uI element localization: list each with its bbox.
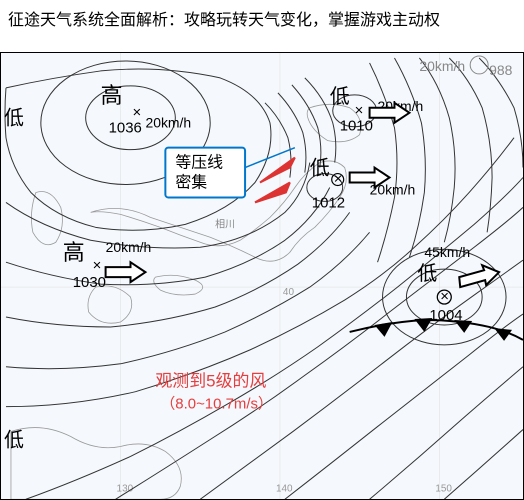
isobar bbox=[394, 58, 425, 257]
pressure-value: 1036 bbox=[109, 120, 142, 137]
red-arrow bbox=[255, 183, 290, 203]
pressure-value: 1010 bbox=[340, 118, 373, 135]
isobar bbox=[6, 138, 514, 407]
grid-label: 140 bbox=[276, 483, 293, 494]
pressure-label-low: 低 bbox=[417, 262, 437, 285]
pressure-label-high: 高 bbox=[101, 83, 123, 108]
coastline-shikoku bbox=[154, 275, 203, 295]
pressure-symbol: × bbox=[440, 288, 449, 305]
pressure-label-low-edge: 低 bbox=[4, 107, 24, 130]
pressure-label-low-edge: 低 bbox=[4, 428, 24, 451]
location-label: 相川 bbox=[215, 217, 235, 230]
coastline-south bbox=[11, 428, 181, 500]
grid-label: 130 bbox=[117, 483, 134, 494]
wind-speed: 45km/h bbox=[424, 244, 470, 260]
isobar bbox=[449, 58, 492, 232]
pressure-symbol: × bbox=[334, 170, 343, 187]
coastline-korea bbox=[31, 191, 62, 244]
pressure-value: 1030 bbox=[73, 274, 106, 291]
wind-arrow bbox=[459, 265, 499, 287]
pressure-symbol: × bbox=[132, 104, 141, 121]
weather-map: 130 140 150 40 bbox=[0, 52, 524, 500]
corner-wind: 20km/h bbox=[419, 58, 465, 74]
wind-speed: 20km/h bbox=[145, 115, 191, 131]
grid-label: 150 bbox=[435, 483, 452, 494]
map-svg: 130 140 150 40 bbox=[1, 53, 523, 499]
coastline-kyushu bbox=[88, 286, 132, 323]
isobar bbox=[6, 187, 330, 284]
callout-line1: 等压线 bbox=[175, 154, 223, 172]
pressure-label-low: 低 bbox=[310, 157, 330, 180]
isobar bbox=[444, 430, 523, 500]
page-title: 征途天气系统全面解析：攻略玩转天气变化，掌握游戏主动权 bbox=[8, 6, 516, 30]
pressure-label-low: 低 bbox=[330, 85, 350, 108]
isobar bbox=[285, 314, 523, 499]
pressure-label-high: 高 bbox=[63, 240, 85, 265]
pressure-symbol: × bbox=[93, 257, 102, 274]
observation-sub: （8.0~10.7m/s） bbox=[160, 396, 273, 413]
pressure-value: 1004 bbox=[429, 307, 462, 324]
corner-pressure: 988 bbox=[489, 62, 513, 78]
isobar bbox=[6, 163, 310, 248]
red-arrow bbox=[260, 158, 295, 183]
pressure-value: 1012 bbox=[312, 194, 345, 211]
front-triangle bbox=[375, 322, 393, 337]
observation-main: 观测到5级的风 bbox=[155, 372, 266, 391]
isobar bbox=[370, 367, 523, 499]
title-text: 征途天气系统全面解析：攻略玩转天气变化，掌握游戏主动权 bbox=[8, 12, 440, 29]
wind-arrow bbox=[106, 262, 146, 282]
callout-line2: 密集 bbox=[175, 173, 207, 191]
isobar bbox=[370, 63, 397, 262]
pressure-symbol: × bbox=[355, 102, 364, 119]
grid-label: 40 bbox=[283, 287, 295, 298]
wind-speed: 20km/h bbox=[106, 239, 152, 255]
